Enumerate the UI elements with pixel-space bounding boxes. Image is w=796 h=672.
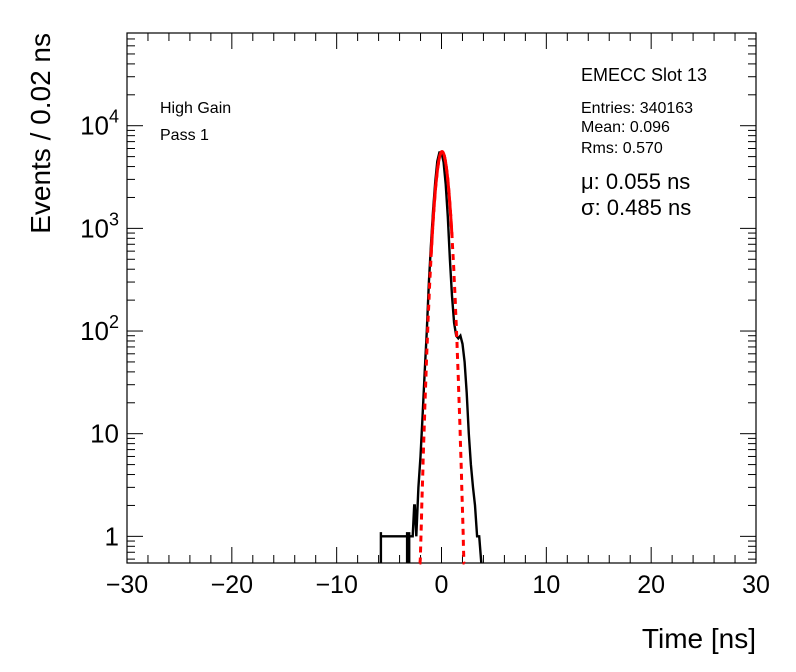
y-axis-title: Events / 0.02 ns bbox=[25, 33, 56, 234]
y-tick-label: 104 bbox=[80, 107, 119, 141]
x-tick-label: 10 bbox=[532, 571, 560, 599]
x-axis-tick-labels: −30 −20 −10 0 10 20 30 bbox=[106, 571, 770, 599]
entries-stat: Entries: 340163 bbox=[581, 100, 693, 117]
gaussian-fit-line bbox=[429, 150, 454, 258]
sigma-fit-result: σ: 0.485 ns bbox=[581, 195, 691, 220]
slot-label: EMECC Slot 13 bbox=[581, 65, 707, 85]
x-tick-label: 0 bbox=[435, 571, 449, 599]
y-tick-label: 1 bbox=[105, 521, 119, 551]
x-tick-label: 30 bbox=[742, 571, 770, 599]
y-tick-label: 103 bbox=[80, 209, 119, 243]
rms-stat: Rms: 0.570 bbox=[581, 140, 663, 157]
y-tick-label: 102 bbox=[80, 312, 119, 346]
x-axis-title: Time [ns] bbox=[642, 623, 756, 654]
mean-stat: Mean: 0.096 bbox=[581, 119, 670, 136]
y-axis-tick-labels: 1 10 102 103 104 bbox=[80, 107, 119, 552]
pass-label: Pass 1 bbox=[160, 127, 209, 144]
x-tick-label: −10 bbox=[315, 571, 357, 599]
x-tick-label: −30 bbox=[106, 571, 148, 599]
gaussian-fit-extrapolated bbox=[418, 150, 466, 565]
x-tick-label: −20 bbox=[211, 571, 253, 599]
mu-fit-result: μ: 0.055 ns bbox=[581, 169, 690, 194]
gain-label: High Gain bbox=[160, 100, 231, 117]
x-tick-label: 20 bbox=[637, 571, 665, 599]
x-axis-ticks bbox=[126, 33, 757, 563]
y-tick-label: 10 bbox=[90, 419, 119, 449]
y-axis-ticks bbox=[127, 32, 756, 560]
data-histogram-series bbox=[379, 151, 483, 564]
